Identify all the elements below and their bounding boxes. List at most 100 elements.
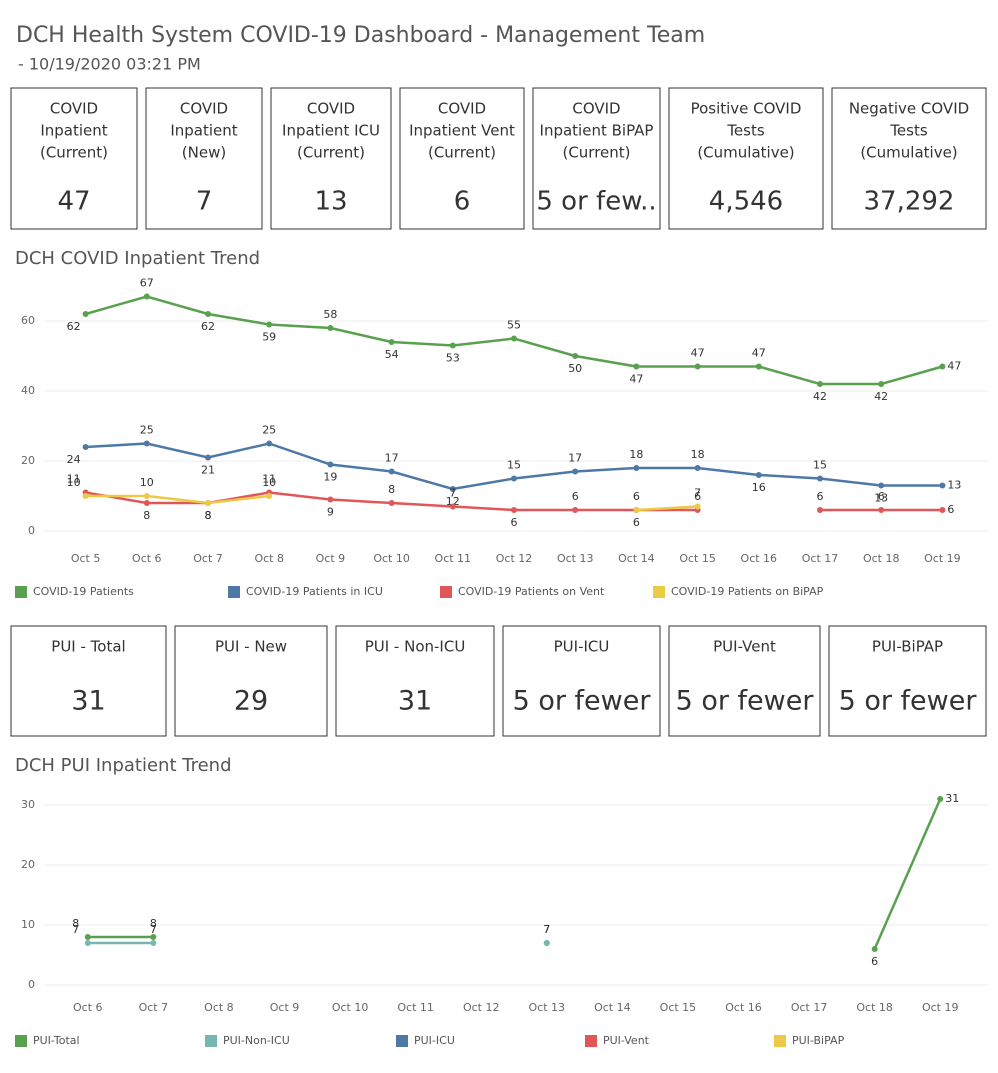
y-tick-label: 20 — [21, 454, 35, 467]
kpi-value: 5 or fewer — [513, 686, 652, 717]
x-tick-label: Oct 7 — [193, 552, 223, 565]
data-point — [266, 493, 273, 499]
data-point — [543, 940, 550, 946]
legend-swatch — [653, 586, 665, 598]
kpi-label: Tests — [889, 122, 928, 140]
data-point — [939, 363, 946, 370]
data-label: 42 — [813, 390, 827, 403]
kpi-card — [10, 625, 167, 737]
data-point — [82, 493, 89, 499]
kpi-card — [828, 625, 987, 737]
data-point — [755, 363, 762, 370]
kpi-card — [335, 625, 495, 737]
x-tick-label: Oct 17 — [791, 1001, 828, 1014]
kpi-label: PUI - New — [215, 638, 287, 656]
kpi-value: 29 — [234, 686, 268, 717]
data-label: 13 — [947, 479, 961, 492]
data-point — [388, 500, 395, 506]
legend-swatch — [440, 586, 452, 598]
x-tick-label: Oct 17 — [802, 552, 839, 565]
x-tick-label: Oct 15 — [660, 1001, 697, 1014]
dashboard-title: DCH Health System COVID-19 Dashboard - M… — [16, 23, 705, 48]
x-tick-label: Oct 12 — [496, 552, 533, 565]
data-label: 58 — [323, 308, 337, 321]
y-tick-label: 60 — [21, 314, 35, 327]
data-label: 50 — [568, 362, 582, 375]
y-tick-label: 10 — [21, 918, 35, 931]
data-label: 11 — [262, 473, 276, 486]
kpi-label: Inpatient — [40, 122, 107, 140]
data-label: 12 — [446, 495, 460, 508]
data-label: 11 — [67, 473, 81, 486]
data-label: 19 — [323, 471, 337, 484]
x-tick-label: Oct 16 — [725, 1001, 762, 1014]
data-label: 6 — [878, 490, 885, 503]
data-point — [572, 353, 579, 359]
series-line — [85, 494, 698, 512]
data-point — [878, 482, 885, 489]
x-tick-label: Oct 9 — [316, 552, 346, 565]
kpi-label: Inpatient — [170, 122, 237, 140]
data-point — [150, 940, 157, 946]
kpi-label: (New) — [182, 144, 226, 162]
x-tick-label: Oct 11 — [397, 1001, 434, 1014]
x-tick-label: Oct 18 — [856, 1001, 893, 1014]
kpi-label: Inpatient BiPAP — [540, 122, 654, 140]
data-point — [939, 482, 946, 489]
kpi-label: (Current) — [297, 144, 365, 162]
data-label: 62 — [201, 320, 215, 333]
data-label: 7 — [543, 923, 550, 936]
data-point — [449, 342, 456, 349]
legend-label: PUI-BiPAP — [792, 1034, 845, 1047]
x-tick-label: Oct 5 — [71, 552, 101, 565]
data-point — [266, 440, 273, 447]
data-label: 67 — [140, 277, 154, 290]
data-label: 62 — [67, 320, 81, 333]
data-label: 8 — [72, 917, 79, 930]
kpi-value: 31 — [71, 686, 105, 717]
kpi-value: 31 — [398, 686, 432, 717]
kpi-value: 4,546 — [709, 187, 783, 217]
data-point — [82, 444, 89, 450]
kpi-label: COVID — [438, 100, 486, 118]
data-label: 6 — [572, 490, 579, 503]
data-point — [871, 946, 878, 952]
kpi-card — [831, 87, 987, 230]
data-label: 15 — [813, 459, 827, 472]
data-label: 10 — [262, 476, 276, 489]
legend-swatch — [15, 1035, 27, 1047]
data-label: 18 — [629, 448, 643, 461]
data-label: 8 — [388, 483, 395, 496]
x-tick-label: Oct 10 — [332, 1001, 369, 1014]
data-point — [817, 381, 823, 387]
x-tick-label: Oct 19 — [922, 1001, 959, 1014]
x-tick-label: Oct 8 — [254, 552, 284, 565]
data-point — [150, 934, 157, 940]
legend-label: COVID-19 Patients in ICU — [246, 585, 383, 598]
kpi-label: PUI-BiPAP — [872, 638, 943, 656]
data-point — [205, 454, 211, 461]
data-point — [878, 381, 885, 387]
series-line — [87, 798, 942, 950]
kpi-label: Inpatient ICU — [282, 122, 380, 140]
data-label: 8 — [150, 917, 157, 930]
kpi-card — [399, 87, 525, 230]
x-tick-label: Oct 14 — [618, 552, 655, 565]
legend-label: PUI-ICU — [414, 1034, 455, 1047]
data-point — [266, 321, 273, 328]
kpi-label: (Cumulative) — [860, 144, 957, 162]
data-point — [143, 493, 150, 499]
data-point — [327, 496, 334, 503]
chart-title: DCH COVID Inpatient Trend — [15, 248, 260, 269]
data-label: 6 — [817, 490, 824, 503]
legend-swatch — [774, 1035, 786, 1047]
data-point — [937, 796, 944, 802]
y-tick-label: 40 — [21, 384, 35, 397]
x-tick-label: Oct 7 — [139, 1001, 169, 1014]
data-label: 13 — [874, 492, 888, 505]
data-point — [143, 293, 150, 300]
data-point — [143, 500, 150, 506]
dashboard-subtitle: - 10/19/2020 03:21 PM — [18, 55, 201, 74]
data-label: 25 — [262, 424, 276, 437]
data-label: 55 — [507, 319, 521, 332]
